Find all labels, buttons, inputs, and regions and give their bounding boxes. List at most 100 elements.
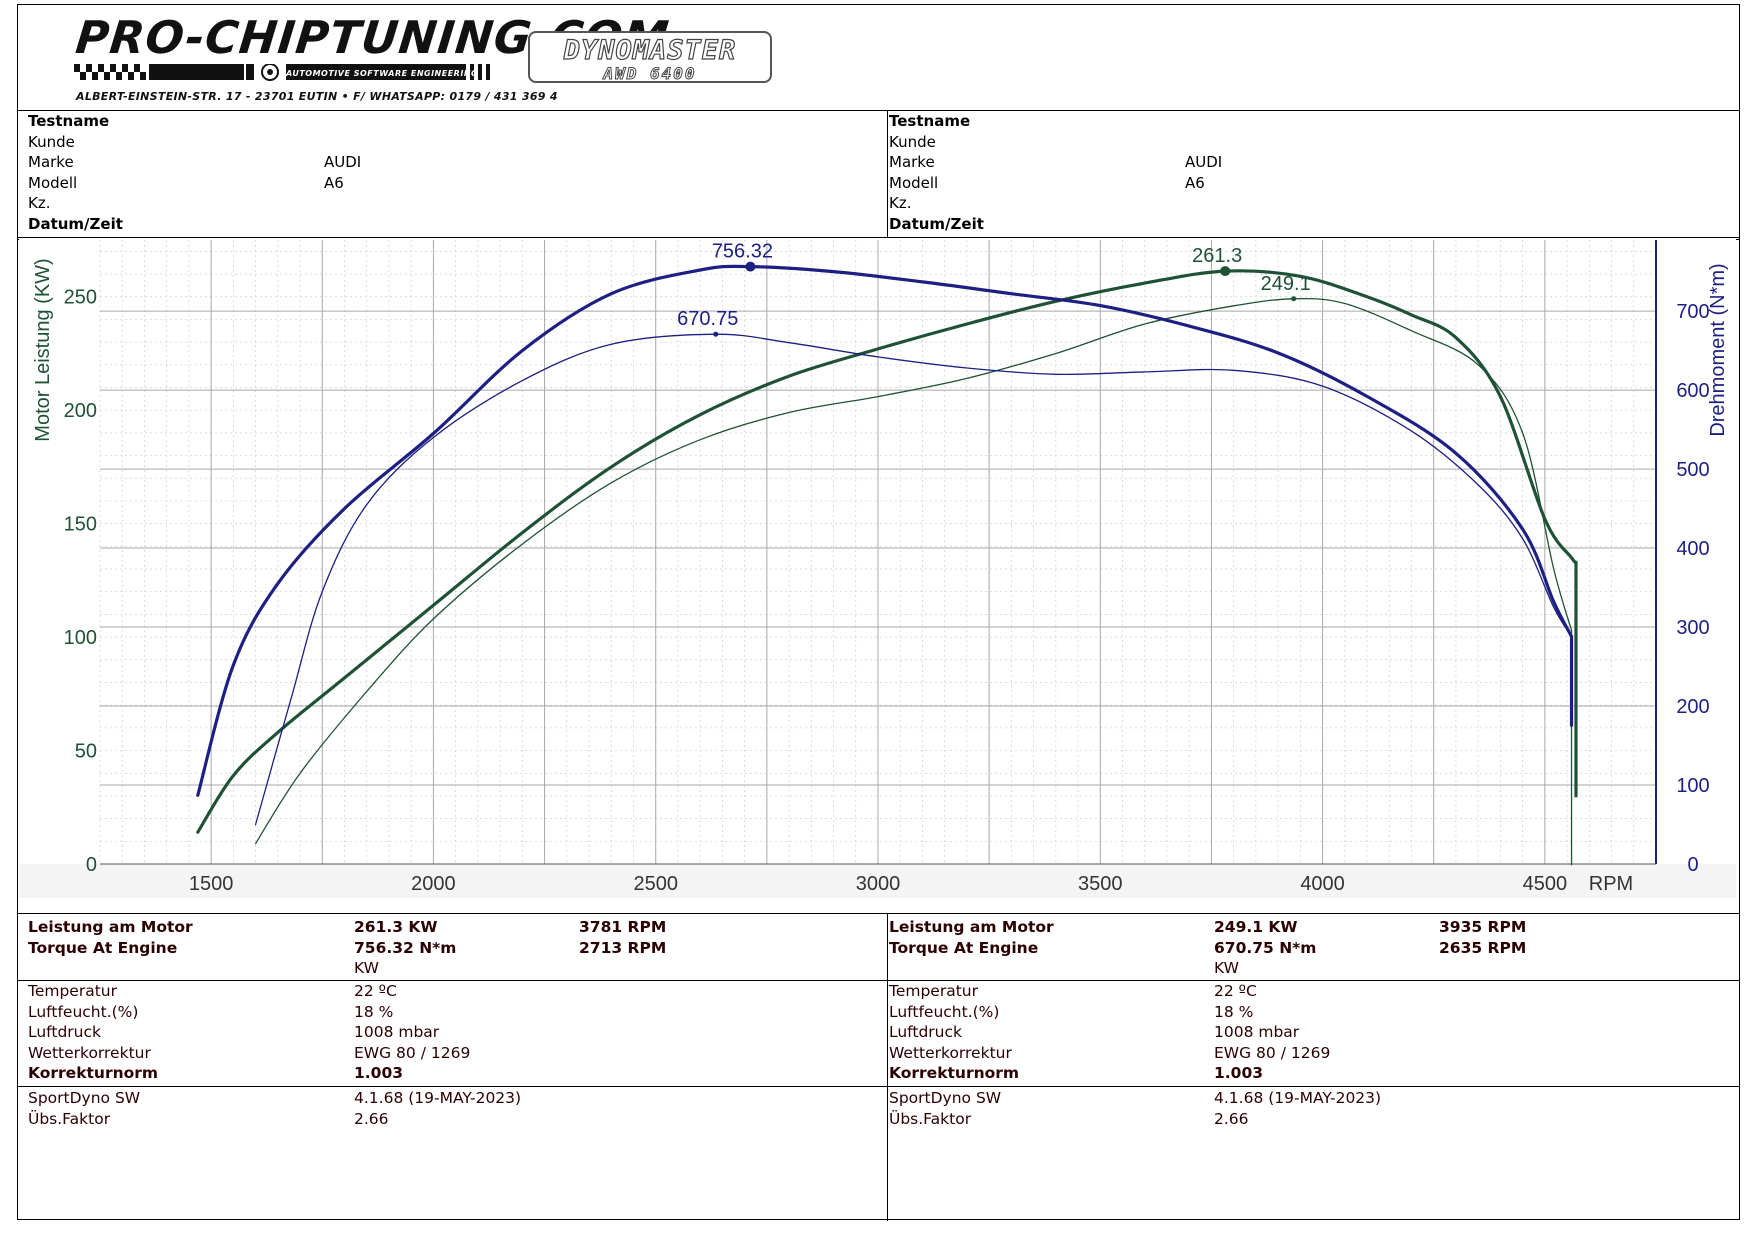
peak-label-2: 756.32 (712, 241, 773, 263)
result-rpm: 2635 RPM (1439, 938, 1527, 957)
y-left-tick-label: 0 (86, 854, 97, 876)
env-value: 18 % (1214, 1002, 1254, 1021)
result-key: Leistung am Motor (889, 918, 1054, 936)
info-key: Marke (889, 153, 935, 171)
dyno-chart: 1500 2000 2500 3000 3500 4000 4500 RPM 0 50 100 150… (19, 238, 1736, 898)
brand-tagline: AUTOMOTIVE SOFTWARE ENGINEERING (286, 69, 479, 78)
result-rpm: 2713 RPM (579, 938, 667, 957)
y-right-tick-label: 700 (1676, 301, 1709, 323)
results-top-divider (18, 913, 1739, 914)
info-key: Kunde (889, 132, 936, 151)
info-key: Kz. (889, 194, 912, 212)
y-left-tick-label: 50 (75, 741, 97, 763)
env-value: EWG 80 / 1269 (354, 1043, 471, 1062)
software-value: 4.1.68 (19-MAY-2023) (354, 1089, 522, 1107)
y-right-axis-label: Drehmoment (N*m) (1707, 263, 1729, 436)
info-key: Modell (889, 173, 939, 192)
peak-label-1: 249.1 (1261, 273, 1311, 295)
y-left-tick-label: 150 (64, 514, 97, 536)
result-key: Leistung am Motor (28, 918, 193, 936)
peak-marker-3 (713, 331, 719, 337)
result-key: Torque At Engine (889, 938, 1039, 957)
info-divider-a (18, 237, 1739, 238)
info-key: Kz. (28, 194, 51, 212)
env-value: 1.003 (354, 1064, 404, 1082)
env-key: Luftfeucht.(%) (889, 1002, 1000, 1021)
info-key: Testname (28, 112, 110, 130)
x-tick-label: 4000 (1300, 873, 1345, 895)
env-key: Luftfeucht.(%) (28, 1002, 139, 1021)
env-value: 18 % (354, 1002, 394, 1021)
result-key: Torque At Engine (28, 938, 178, 957)
y-right-tick-label: 600 (1676, 380, 1709, 402)
software-value: 2.66 (1214, 1109, 1249, 1128)
software-key: SportDyno SW (28, 1089, 141, 1107)
env-key: Temperatur (28, 982, 117, 1000)
x-tick-label: 2000 (411, 873, 456, 895)
env-key: Korrekturnorm (889, 1064, 1020, 1082)
result-rpm: 3781 RPM (579, 918, 667, 936)
dynomaster-logo: DYNOMASTER AWD 6400 (528, 31, 772, 84)
info-key: Kunde (28, 132, 75, 151)
series-line-0 (196, 269, 1578, 834)
y-left-axis-label: Motor Leistung (KW) (32, 258, 54, 441)
peak-label-0: 261.3 (1192, 245, 1242, 267)
dyno-report-sheet: PRO-CHIPTUNING.COM AUTOMOTIVE SOFTWARE E… (17, 4, 1740, 1221)
result-unit: KW (354, 959, 379, 977)
result-value: 261.3 KW (354, 918, 438, 936)
y-right-tick-label: 0 (1687, 854, 1698, 876)
series-line-2 (196, 264, 1574, 797)
results-divider-1 (18, 980, 1739, 981)
y-right-tick-label: 200 (1676, 696, 1709, 718)
x-axis-label: RPM (1589, 873, 1633, 895)
x-axis-band (19, 864, 1736, 898)
env-key: Luftdruck (889, 1023, 962, 1041)
checkered-flag-stripe (74, 64, 490, 81)
result-value: 670.75 N*m (1214, 938, 1317, 957)
series-line-1 (254, 297, 1573, 845)
peak-marker-1 (1291, 296, 1297, 302)
env-value: 1008 mbar (1214, 1023, 1300, 1041)
software-key: SportDyno SW (889, 1089, 1002, 1107)
peak-marker-0 (1220, 266, 1231, 277)
brand-logo: PRO-CHIPTUNING.COM AUTOMOTIVE SOFTWARE E… (56, 11, 672, 106)
peak-marker-2 (745, 261, 756, 272)
env-value: 1.003 (1214, 1064, 1264, 1082)
info-key: Testname (889, 112, 971, 130)
env-key: Wetterkorrektur (28, 1043, 151, 1062)
header-divider (18, 110, 1739, 111)
x-tick-label: 3000 (856, 873, 901, 895)
info-value: AUDI (324, 153, 362, 171)
y-right-tick-label: 300 (1676, 617, 1709, 639)
env-key: Korrekturnorm (28, 1064, 159, 1082)
x-tick-label: 1500 (189, 873, 234, 895)
y-right-tick-label: 100 (1676, 775, 1709, 797)
series-line-3 (254, 333, 1573, 826)
x-tick-label: 2500 (633, 873, 678, 895)
peak-label-3: 670.75 (677, 308, 738, 330)
info-column-divider (887, 111, 888, 237)
result-rpm: 3935 RPM (1439, 918, 1527, 936)
env-key: Luftdruck (28, 1023, 101, 1041)
y-left-tick-label: 250 (64, 287, 97, 309)
result-value: 756.32 N*m (354, 938, 457, 957)
dynomaster-logo-title: DYNOMASTER (563, 34, 737, 66)
result-value: 249.1 KW (1214, 918, 1298, 936)
results-divider-2 (18, 1086, 1739, 1087)
y-left-tick-label: 100 (64, 627, 97, 649)
y-right-tick-label: 400 (1676, 538, 1709, 560)
env-key: Wetterkorrektur (889, 1043, 1012, 1062)
env-key: Temperatur (889, 982, 978, 1000)
software-key: Übs.Faktor (889, 1109, 972, 1128)
results-column-divider (887, 913, 888, 1221)
x-tick-label: 3500 (1078, 873, 1123, 895)
y-right-tick-label: 500 (1676, 459, 1709, 481)
env-value: 22 ºC (1214, 982, 1257, 1000)
dynomaster-logo-subtitle: AWD 6400 (603, 64, 697, 84)
info-key: Datum/Zeit (889, 214, 984, 233)
y-left-tick-label: 200 (64, 400, 97, 422)
info-key: Datum/Zeit (28, 214, 123, 233)
env-value: 1008 mbar (354, 1023, 440, 1041)
env-value: EWG 80 / 1269 (1214, 1043, 1331, 1062)
result-unit: KW (1214, 959, 1239, 977)
